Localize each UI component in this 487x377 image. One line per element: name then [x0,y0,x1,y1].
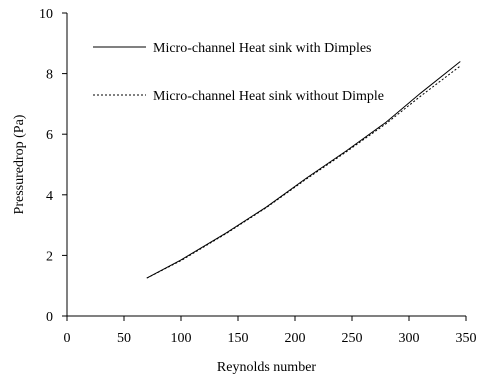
y-tick-label: 8 [46,68,53,83]
x-axis-ticks: 0 50 100 150 200 250 300 350 [64,316,477,346]
y-tick-label: 6 [46,128,53,143]
series-line-1 [146,61,461,279]
legend-label-1: Micro-channel Heat sink with Dimples [153,41,372,56]
y-axis-ticks: 0 2 4 6 8 10 [39,7,67,325]
x-tick-label: 300 [399,331,420,346]
y-tick-label: 2 [46,249,53,264]
legend: Micro-channel Heat sink with Dimples Micr… [93,41,384,104]
series-lines [146,61,461,279]
y-axis-label: Pressuredrop (Pa) [12,114,27,214]
x-tick-label: 0 [64,331,71,346]
y-tick-label: 4 [46,189,53,204]
y-tick-label: 0 [46,310,53,325]
axes [66,13,466,317]
y-tick-label: 10 [39,7,53,22]
x-tick-label: 100 [171,331,192,346]
legend-label-2: Micro-channel Heat sink without Dimple [153,89,384,104]
x-axis-label: Reynolds number [217,360,316,375]
x-tick-label: 250 [342,331,363,346]
series-line-2 [146,65,461,279]
x-tick-label: 150 [228,331,249,346]
x-tick-label: 50 [117,331,131,346]
x-tick-label: 200 [285,331,306,346]
x-tick-label: 350 [456,331,477,346]
